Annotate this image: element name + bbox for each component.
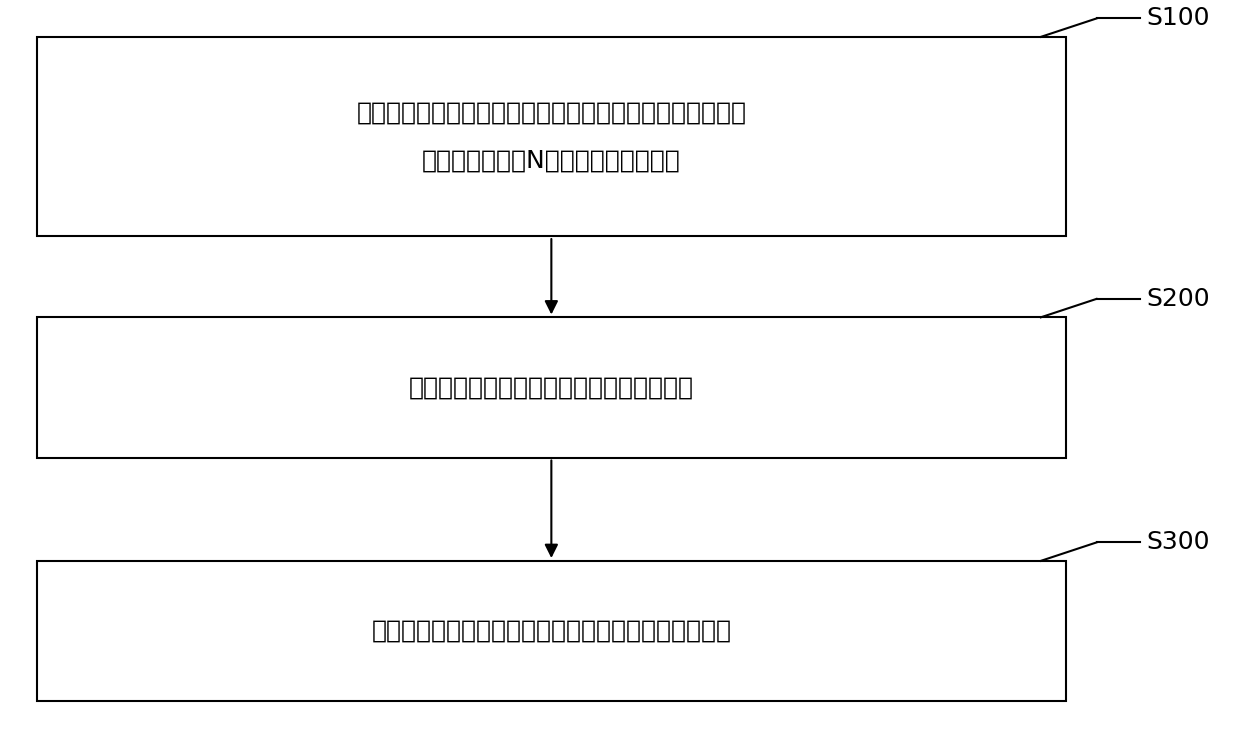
- Text: S200: S200: [1146, 287, 1209, 311]
- Text: S300: S300: [1146, 531, 1209, 554]
- Text: 对所述采样点进行分类，提取出有效采样点: 对所述采样点进行分类，提取出有效采样点: [409, 376, 694, 399]
- Bar: [37, 37, 1066, 236]
- Text: 根据所述有效的采样点对应的采样数据计算出阶梯数据: 根据所述有效的采样点对应的采样数据计算出阶梯数据: [372, 619, 731, 643]
- Text: 获取激光雷达采集的若干帧采样数据并存储，其中每一帧采: 获取激光雷达采集的若干帧采样数据并存储，其中每一帧采: [357, 100, 746, 125]
- Bar: [37, 317, 1066, 458]
- Text: S100: S100: [1146, 7, 1209, 30]
- Bar: [37, 561, 1066, 701]
- Text: 样数据中包含有N个激光雷达的采样点: 样数据中包含有N个激光雷达的采样点: [422, 148, 680, 173]
